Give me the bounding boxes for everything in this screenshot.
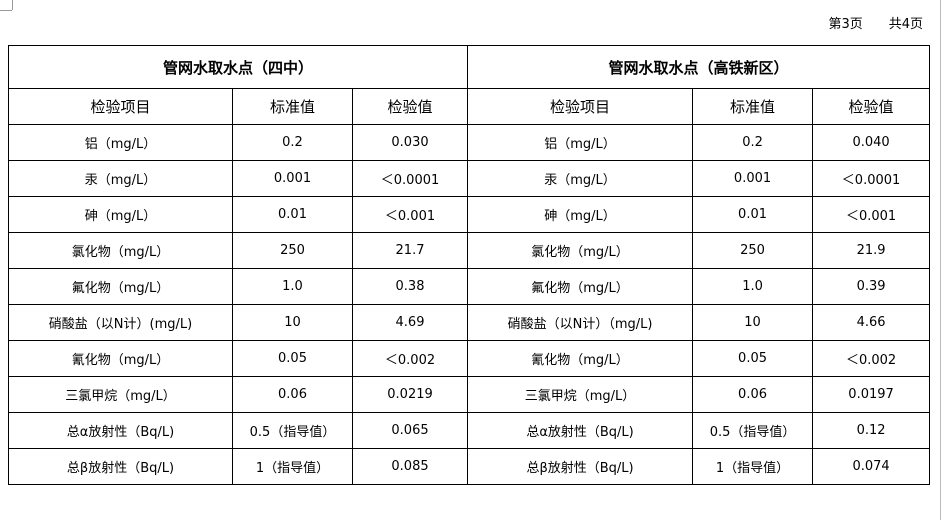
- table-cell: 0.5（指导值）: [232, 412, 353, 449]
- table-cell: 0.001: [232, 160, 353, 197]
- column-header: 检验值: [812, 88, 931, 125]
- table-cell: 总β放射性（Bq/L): [467, 448, 694, 485]
- table-cell: 1.0: [232, 268, 353, 305]
- table-cell: 0.085: [351, 448, 469, 485]
- table-cell: 总α放射性（Bq/L): [8, 412, 233, 449]
- table-cell: 氯化物（mg/L）: [467, 232, 694, 269]
- data-row: 硝酸盐（以N计）(mg/L) 10 4.69 硝酸盐（以N计）（mg/L) 10 4.66: [8, 304, 931, 341]
- table-cell: 0.06: [232, 376, 353, 413]
- table-cell: 硝酸盐（以N计）（mg/L): [467, 304, 694, 341]
- table-cell: ＜0.0001: [812, 160, 931, 197]
- page-current: 第3页: [828, 17, 863, 32]
- corner-mark: [0, 10, 12, 11]
- table-cell: ＜0.001: [812, 196, 931, 233]
- column-header: 检验项目: [8, 88, 233, 125]
- data-row: 三氯甲烷（mg/L） 0.06 0.0219 三氯甲烷（mg/L） 0.06 0.0197: [8, 376, 931, 413]
- table-cell: 21.7: [351, 232, 469, 269]
- table-cell: 4.69: [351, 304, 469, 341]
- table-cell: 0.05: [232, 340, 353, 377]
- group-header: 管网水取水点（四中）: [7, 45, 469, 89]
- page-number: 第3页 共4页: [802, 13, 923, 32]
- table-cell: 0.12: [812, 412, 931, 449]
- table-cell: 0.38: [351, 268, 469, 305]
- table-cell: 0.06: [692, 376, 814, 413]
- group-header: 管网水取水点（高铁新区）: [467, 45, 931, 89]
- table-cell: 250: [232, 232, 353, 269]
- table-cell: 0.39: [812, 268, 931, 305]
- table-cell: 铝（mg/L）: [467, 124, 694, 161]
- table-cell: 10: [692, 304, 814, 341]
- page-edge: [940, 0, 941, 520]
- table-cell: 铝（mg/L）: [8, 124, 233, 161]
- table-cell: 氰化物（mg/L）: [8, 340, 233, 377]
- table-cell: 1（指导值）: [232, 448, 353, 485]
- table-cell: 砷（mg/L）: [467, 196, 694, 233]
- table-cell: 氰化物（mg/L）: [467, 340, 694, 377]
- data-row: 砷（mg/L） 0.01 ＜0.001 砷（mg/L） 0.01 ＜0.001: [8, 196, 931, 233]
- column-header: 标准值: [692, 88, 814, 125]
- data-row: 汞（mg/L） 0.001 ＜0.0001 汞（mg/L） 0.001 ＜0.0001: [8, 160, 931, 197]
- table-cell: 砷（mg/L）: [8, 196, 233, 233]
- table-cell: 1.0: [692, 268, 814, 305]
- table-cell: 总α放射性（Bq/L): [467, 412, 694, 449]
- data-row: 氰化物（mg/L） 0.05 ＜0.002 氰化物（mg/L） 0.05 ＜0.002: [8, 340, 931, 377]
- table-cell: 0.040: [812, 124, 931, 161]
- group-row: 管网水取水点（四中） 管网水取水点（高铁新区）: [7, 45, 931, 89]
- column-header: 检验项目: [467, 88, 694, 125]
- table-cell: 三氯甲烷（mg/L）: [8, 376, 233, 413]
- data-table: 管网水取水点（四中） 管网水取水点（高铁新区） 检验项目 标准值 检验值 检验项目 标准值检…: [7, 45, 931, 485]
- table-cell: 三氯甲烷（mg/L）: [467, 376, 694, 413]
- table-cell: 250: [692, 232, 814, 269]
- table-cell: 0.030: [351, 124, 469, 161]
- table-cell: 4.66: [812, 304, 931, 341]
- data-row: 氯化物（mg/L） 250 21.7 氯化物（mg/L） 250 21.9: [8, 232, 931, 269]
- table-cell: 氯化物（mg/L）: [8, 232, 233, 269]
- table-cell: 0.001: [692, 160, 814, 197]
- table-cell: 氟化物（mg/L）: [8, 268, 233, 305]
- corner-mark: [12, 0, 13, 10]
- column-header: 检验值: [351, 88, 469, 125]
- table-cell: 0.074: [812, 448, 931, 485]
- table-cell: 0.065: [351, 412, 469, 449]
- table-cell: 氟化物（mg/L）: [467, 268, 694, 305]
- table-cell: ＜0.002: [812, 340, 931, 377]
- table-cell: 1（指导值）: [692, 448, 814, 485]
- data-row: 氟化物（mg/L） 1.0 0.38 氟化物（mg/L） 1.0 0.39: [8, 268, 931, 305]
- table-cell: ＜0.0001: [351, 160, 469, 197]
- data-row: 总α放射性（Bq/L) 0.5（指导值） 0.065 总α放射性（Bq/L) 0.5（指…: [8, 412, 931, 449]
- table-cell: 21.9: [812, 232, 931, 269]
- table-cell: 0.0219: [351, 376, 469, 413]
- table-cell: 0.2: [232, 124, 353, 161]
- table-cell: 0.01: [232, 196, 353, 233]
- table-cell: ＜0.002: [351, 340, 469, 377]
- table-cell: 0.01: [692, 196, 814, 233]
- table-cell: 10: [232, 304, 353, 341]
- table-cell: 0.2: [692, 124, 814, 161]
- table-cell: ＜0.001: [351, 196, 469, 233]
- table-body: 管网水取水点（四中） 管网水取水点（高铁新区） 检验项目 标准值 检验值 检验项目 标准值检…: [7, 45, 931, 485]
- table-cell: 汞（mg/L）: [8, 160, 233, 197]
- page-total: 共4页: [888, 17, 923, 32]
- column-header: 标准值: [232, 88, 353, 125]
- column-row: 检验项目 标准值 检验值 检验项目 标准值 检验值: [8, 88, 931, 125]
- table-cell: 汞（mg/L）: [467, 160, 694, 197]
- table-cell: 总β放射性（Bq/L): [8, 448, 233, 485]
- table-cell: 0.05: [692, 340, 814, 377]
- data-row: 铝（mg/L） 0.2 0.030 铝（mg/L） 0.2 0.040: [8, 124, 931, 161]
- table-cell: 硝酸盐（以N计）(mg/L): [8, 304, 233, 341]
- table-cell: 0.5（指导值）: [692, 412, 814, 449]
- table-cell: 0.0197: [812, 376, 931, 413]
- data-row: 总β放射性（Bq/L) 1（指导值） 0.085 总β放射性（Bq/L) 1（指导值） 0…: [8, 448, 931, 485]
